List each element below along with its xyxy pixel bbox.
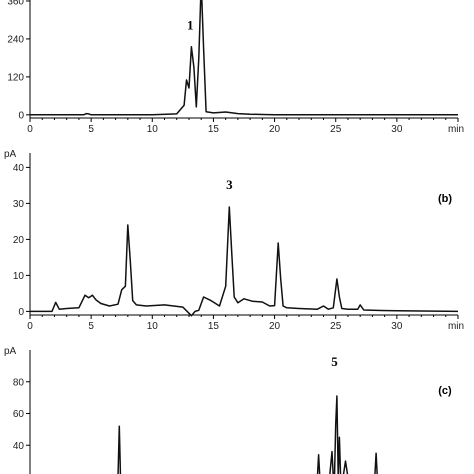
x-tick-label: 20 [269,124,281,135]
chromatogram-panel-2: 0 10 20 30 40 0 5 10 15 20 25 30 min pA (b) 3 [4,149,464,332]
y-tick-label: 120 [7,72,24,83]
chromatogram-trace [30,206,459,317]
x-tick-label: 30 [391,321,403,332]
y-tick-label: 0 [18,110,24,121]
x-tick-label: 15 [208,321,220,332]
x-tick-label: 0 [27,321,33,332]
y-tick-label: 0 [18,307,24,318]
chromatogram-panel-3: 40 60 80 pA (c) 5 [4,346,452,474]
x-tick-label: 5 [88,321,94,332]
peak-label: 1 [187,17,194,32]
x-tick-label: 30 [391,124,403,135]
panel-label: (c) [438,385,452,397]
x-axis-label: min [448,124,464,135]
panel-label: (b) [438,193,452,205]
x-tick-label: 25 [330,124,342,135]
x-tick-label: 10 [147,321,159,332]
y-tick-label: 80 [13,377,25,388]
y-unit-label: pA [4,346,17,357]
y-tick-label: 30 [13,199,25,210]
peak-label: 5 [331,354,338,369]
chromatogram-trace [117,395,378,474]
y-tick-label: 240 [7,34,24,45]
y-unit-label: pA [4,149,17,160]
x-tick-label: 0 [27,124,33,135]
x-tick-label: 5 [88,124,94,135]
x-tick-label: 10 [147,124,159,135]
y-tick-label: 360 [7,0,24,7]
x-tick-label: 20 [269,321,281,332]
x-tick-label: 15 [208,124,220,135]
chromatogram-panel-1: 0 120 240 360 0 5 10 15 20 25 30 min 1 [7,0,464,135]
y-tick-label: 20 [13,235,25,246]
chromatogram-trace [30,0,458,116]
y-tick-label: 60 [13,409,25,420]
y-tick-label: 40 [13,441,25,452]
y-tick-label: 40 [13,163,25,174]
x-axis-label: min [448,321,464,332]
x-tick-label: 25 [330,321,342,332]
y-tick-label: 10 [13,271,25,282]
peak-label: 3 [226,177,233,192]
